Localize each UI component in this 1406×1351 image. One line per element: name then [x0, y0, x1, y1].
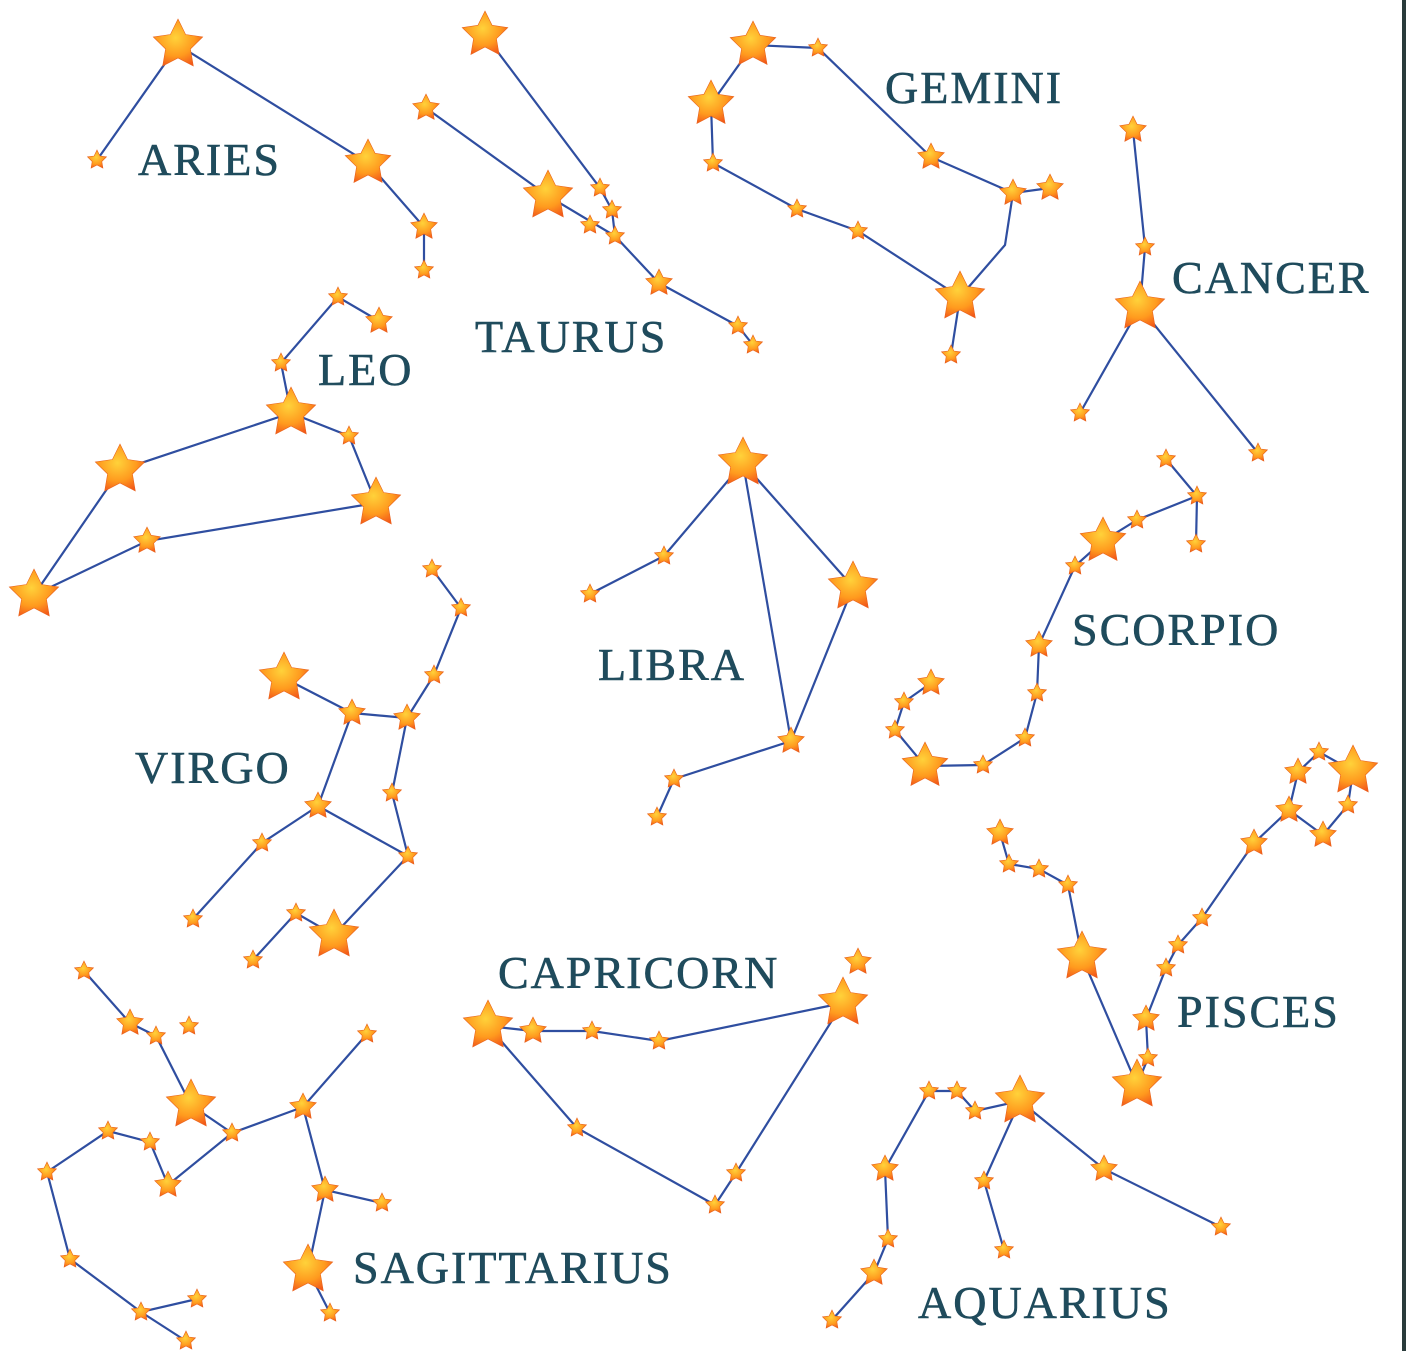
constellation-name: CANCER: [1172, 252, 1371, 303]
constellation-name: CAPRICORN: [498, 947, 779, 998]
constellation-name: VIRGO: [135, 742, 291, 793]
right-border: [1402, 0, 1406, 1351]
constellation-name: PISCES: [1177, 986, 1340, 1037]
constellation-name: LEO: [318, 344, 413, 395]
constellation-name: LIBRA: [598, 639, 746, 690]
constellation-name: GEMINI: [885, 62, 1063, 113]
constellation-name: ARIES: [138, 134, 281, 185]
constellation-name: SCORPIO: [1072, 604, 1280, 655]
constellation-name: AQUARIUS: [918, 1277, 1172, 1328]
constellation-name: SAGITTARIUS: [353, 1242, 673, 1293]
constellation-map: ARIES TAURUS GEMINI CANCER LEO LIBRA SCORPIO VI…: [0, 0, 1406, 1351]
page: {"constellations": [ {"name": "ARIES"}, …: [0, 0, 1406, 1351]
constellation-name: TAURUS: [475, 311, 667, 362]
